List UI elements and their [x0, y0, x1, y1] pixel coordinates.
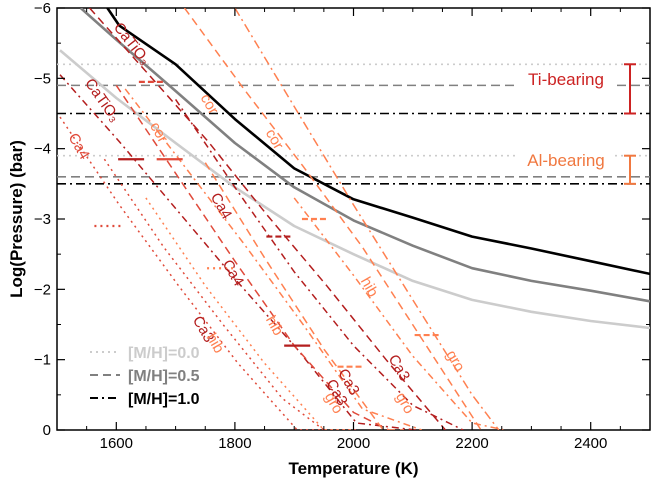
tp-profile-line: [106, 8, 650, 276]
curve-label: Ca4: [64, 130, 92, 162]
curve-label: gro: [392, 390, 418, 417]
y-tick-label: −2: [34, 281, 51, 298]
condensation-curve: [115, 84, 390, 430]
x-tick-label: 2200: [455, 435, 488, 452]
y-tick-label: −3: [34, 211, 51, 228]
tp-profiles: [59, 8, 650, 330]
x-tick-label: 1800: [218, 435, 251, 452]
condensation-curve: [183, 8, 482, 430]
y-axis-ticks: 0 −1 −2 −3 −4 −5 −6: [34, 0, 650, 439]
curve-label: Ca4: [219, 257, 247, 289]
tp-profile-line: [79, 8, 650, 303]
curve-label: hib: [262, 313, 287, 339]
intersection-markers: [94, 80, 441, 368]
y-tick-label: −1: [34, 352, 51, 369]
condensation-curve: [59, 116, 357, 430]
legend-label: [M/H]=1.0: [128, 391, 200, 408]
curve-label: Ca4: [207, 190, 235, 222]
condensation-curve: [89, 8, 446, 430]
x-axis-ticks: 1600 1800 2000 2200 2400: [86, 8, 621, 452]
group-label-bg: [518, 66, 612, 91]
condensation-curve: [204, 162, 404, 430]
legend-label: [M/H]=0.5: [128, 368, 200, 385]
condensation-curve: [124, 88, 422, 430]
group-label: Al-bearing: [527, 151, 605, 170]
y-tick-label: −5: [34, 70, 51, 87]
y-tick-label: 0: [43, 422, 51, 439]
x-axis-title: Temperature (K): [288, 459, 418, 478]
x-tick-label: 1600: [100, 435, 133, 452]
curve-label: CaTiO₃: [81, 75, 123, 125]
y-tick-label: −6: [34, 0, 51, 17]
condensation-curve: [234, 8, 500, 430]
condensation-curve: [59, 74, 416, 430]
legend-label: [M/H]=0.0: [128, 345, 200, 362]
legend: [M/H]=0.0 [M/H]=0.5 [M/H]=1.0: [90, 345, 200, 408]
group-label: Ti-bearing: [528, 70, 604, 89]
x-tick-label: 2400: [574, 435, 607, 452]
y-tick-label: −4: [34, 141, 51, 158]
curve-label: Ca3: [385, 352, 413, 384]
tp-profile-line: [59, 49, 650, 330]
curve-label: cor: [262, 126, 287, 153]
condensation-curve: [174, 98, 464, 430]
curve-label: gro: [442, 347, 468, 374]
group-label-bg: [518, 147, 612, 172]
condensation-curves: [59, 8, 505, 430]
group-brackets: Ti-bearing Al-bearing: [518, 63, 636, 185]
curve-label: hib: [357, 274, 382, 300]
y-axis-title: Log(Pressure) (bar): [7, 140, 26, 298]
x-tick-label: 2000: [337, 435, 370, 452]
